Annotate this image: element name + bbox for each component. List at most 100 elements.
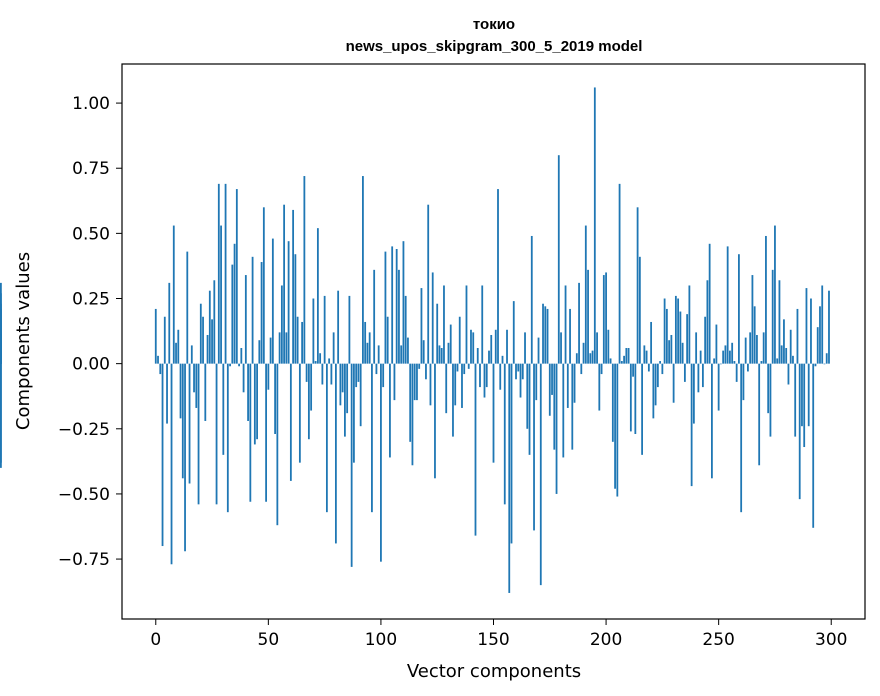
bar-component-221	[652, 363, 655, 419]
bar-component-181	[562, 363, 565, 458]
bar-component-244	[704, 316, 707, 364]
bar-component-285	[796, 308, 799, 364]
bar-component-169	[535, 363, 538, 401]
bar-component-123	[431, 272, 434, 364]
bar-component-212	[632, 363, 634, 377]
bar-component-245	[706, 280, 709, 364]
bar-component-14	[186, 251, 189, 364]
bar-component-134	[456, 363, 459, 372]
bar-component-154	[501, 355, 504, 364]
bar-component-246	[708, 243, 711, 364]
bar-component-50	[267, 363, 270, 390]
bar-component-236	[686, 314, 689, 364]
bar-component-110	[402, 241, 405, 364]
bar-component-138	[465, 285, 468, 364]
bar-component-183	[566, 363, 569, 408]
y-axis-ticks: 1.00 0.75 0.50 0.25 0.00 −0.25 −0.50 −0.75	[58, 94, 122, 570]
bar-component-114	[411, 363, 414, 466]
bar-component-152	[497, 189, 499, 364]
bar-component-189	[580, 363, 583, 375]
y-tick-label: 0.75	[72, 159, 110, 179]
bar-component-168	[533, 363, 535, 531]
bar-component-42	[249, 363, 252, 502]
bar-component-173	[544, 306, 547, 364]
bar-component-43	[251, 256, 254, 364]
bar-component-119	[422, 340, 425, 364]
bar-component-258	[735, 363, 738, 382]
bar-component-61	[292, 209, 295, 364]
bar-component-272	[767, 363, 770, 414]
chart-subtitle: news_upos_skipgram_300_5_2019 model	[346, 38, 643, 55]
bar-component-105	[391, 246, 394, 364]
bar-component-84	[344, 363, 346, 437]
bar-component-38	[240, 348, 243, 364]
bar-component-25	[211, 319, 213, 364]
bar-component-108	[398, 269, 400, 364]
bar-component-165	[526, 363, 529, 429]
bar-component-67	[305, 363, 308, 382]
bar-component-139	[467, 363, 470, 369]
bar-component-80	[334, 363, 337, 544]
bar-component-161	[517, 363, 520, 372]
bar-component-140	[470, 329, 472, 364]
bar-component-109	[400, 345, 403, 364]
bar-component-252	[722, 350, 725, 364]
bar-component-186	[573, 363, 576, 403]
bar-component-58	[285, 332, 288, 364]
bar-component-74	[321, 363, 324, 385]
bar-component-207	[620, 361, 623, 364]
bar-component-175	[548, 363, 551, 416]
bar-component-200	[605, 272, 607, 364]
bar-component-143	[476, 348, 479, 364]
bar-component-82	[339, 363, 342, 406]
bar-component-5	[166, 363, 168, 424]
bar-component-21	[202, 316, 204, 364]
bar-component-76	[325, 363, 328, 513]
bar-component-257	[733, 361, 736, 364]
bar-component-287	[801, 363, 803, 427]
bar-component-94	[366, 342, 369, 364]
bar-component-280	[785, 348, 788, 364]
bar-component-89	[355, 363, 358, 388]
bar-component-230	[672, 363, 675, 403]
bar-component-296	[821, 285, 824, 364]
bar-component-11	[179, 363, 182, 419]
bar-component-292	[812, 363, 815, 528]
bar-component-79	[332, 332, 335, 364]
bar-component-195	[593, 87, 596, 364]
bar-component-166	[528, 363, 531, 455]
x-axis-ticks: 0 50 100 150 200 250 300	[150, 619, 847, 650]
bar-component-75	[323, 295, 326, 364]
bar-component-71	[314, 361, 317, 364]
plot-frame	[121, 63, 866, 620]
bar-component-269	[760, 361, 763, 364]
bar-component-124	[434, 363, 436, 479]
bar-component-293	[814, 363, 817, 367]
bar-component-12	[181, 363, 184, 479]
bar-component-147	[485, 363, 488, 388]
chart-title: токио	[473, 16, 515, 33]
bar-component-112	[407, 337, 409, 364]
bar-component-3	[161, 363, 164, 547]
bar-component-7	[170, 363, 173, 565]
bar-component-278	[780, 345, 783, 364]
bar-component-282	[789, 329, 792, 364]
bar-component-198	[600, 363, 603, 375]
bar-component-62	[294, 254, 297, 364]
x-tick-label: 300	[815, 630, 847, 650]
bar-component-49	[265, 363, 267, 502]
bar-component-55	[278, 332, 281, 364]
bar-component-291	[810, 298, 812, 364]
bar-component-151	[494, 329, 497, 364]
bar-component-250	[717, 363, 720, 411]
bar-component-205	[616, 363, 619, 497]
bar-component-33	[229, 363, 231, 367]
bar-component-148	[488, 350, 490, 364]
bar-component-260	[740, 363, 743, 513]
bar-component-60	[289, 363, 292, 481]
bar-component-202	[609, 358, 612, 364]
bar-component-107	[395, 249, 398, 364]
bar-component-249	[715, 324, 718, 364]
bar-component-17	[193, 363, 195, 393]
bar-component-159	[512, 301, 515, 364]
